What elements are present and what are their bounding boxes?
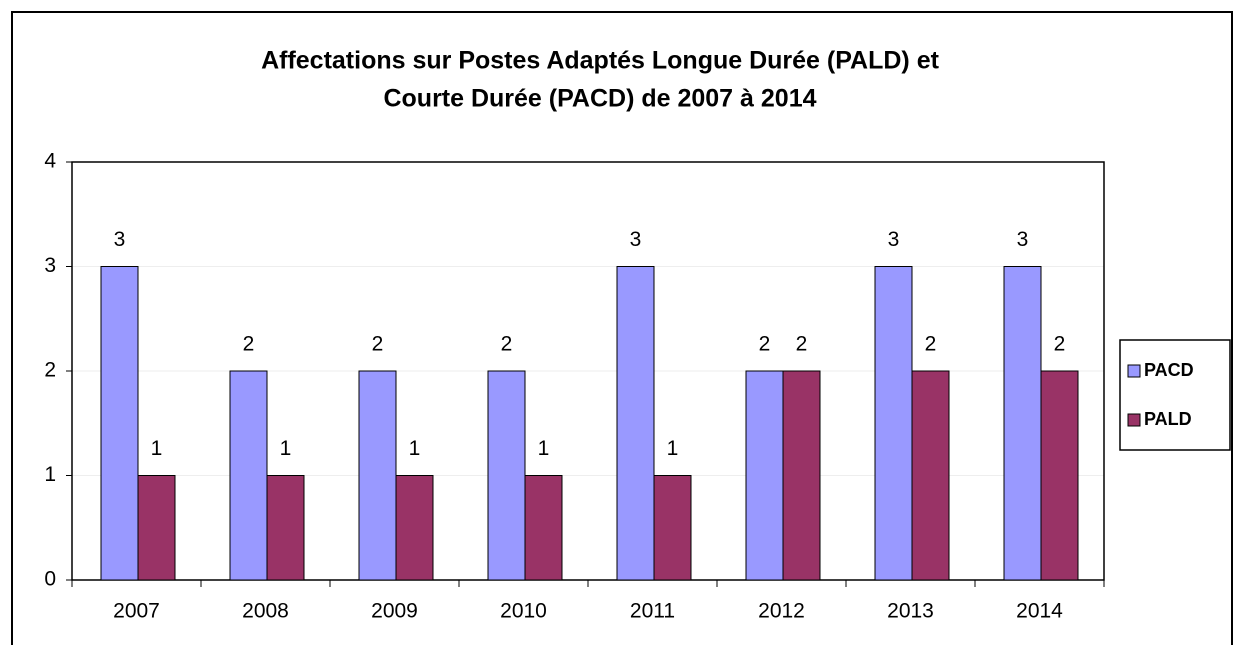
- y-tick-label: 4: [44, 150, 56, 173]
- bar: [137, 475, 176, 581]
- data-label: 3: [888, 228, 900, 251]
- bar: [487, 370, 526, 581]
- data-label: 1: [538, 437, 550, 460]
- data-label: 1: [667, 437, 679, 460]
- data-label: 3: [1017, 228, 1029, 251]
- data-label: 2: [1054, 333, 1066, 356]
- bar: [358, 370, 397, 581]
- data-label: 2: [796, 333, 808, 356]
- x-tick-label: 2013: [887, 600, 934, 623]
- x-tick-label: 2008: [242, 600, 289, 623]
- data-label: 2: [759, 333, 771, 356]
- y-tick-label: 1: [44, 463, 56, 486]
- x-tick-label: 2007: [113, 600, 160, 623]
- chart-frame: [11, 11, 1233, 645]
- bar: [782, 370, 821, 581]
- data-label: 1: [409, 437, 421, 460]
- bar: [911, 370, 950, 581]
- bar: [1003, 266, 1042, 581]
- x-tick-label: 2014: [1016, 600, 1063, 623]
- data-label: 1: [151, 437, 163, 460]
- data-label: 3: [630, 228, 642, 251]
- bar: [653, 475, 692, 581]
- x-tick-label: 2011: [630, 600, 675, 623]
- y-tick-label: 3: [44, 254, 56, 277]
- data-label: 2: [925, 333, 937, 356]
- legend-swatch: [1127, 364, 1141, 378]
- chart-title: Affectations sur Postes Adaptés Longue D…: [261, 47, 940, 75]
- bar: [616, 266, 655, 581]
- data-label: 1: [280, 437, 292, 460]
- y-tick-label: 2: [44, 359, 56, 382]
- legend-label: PACD: [1144, 360, 1194, 380]
- legend-box: [1119, 339, 1231, 451]
- data-label: 2: [372, 333, 384, 356]
- y-tick-label: 0: [44, 568, 56, 591]
- data-label: 2: [243, 333, 255, 356]
- data-label: 2: [501, 333, 513, 356]
- bar: [1040, 370, 1079, 581]
- legend-swatch: [1127, 413, 1141, 427]
- bar: [745, 370, 784, 581]
- bar: [229, 370, 268, 581]
- bar: [100, 266, 139, 581]
- x-tick-label: 2012: [758, 600, 805, 623]
- bar: [524, 475, 563, 581]
- legend-label: PALD: [1144, 409, 1192, 429]
- chart-title: Courte Durée (PACD) de 2007 à 2014: [383, 85, 816, 113]
- x-tick-label: 2010: [500, 600, 547, 623]
- x-tick-label: 2009: [371, 600, 418, 623]
- bar: [266, 475, 305, 581]
- bar: [395, 475, 434, 581]
- bar: [874, 266, 913, 581]
- data-label: 3: [114, 228, 126, 251]
